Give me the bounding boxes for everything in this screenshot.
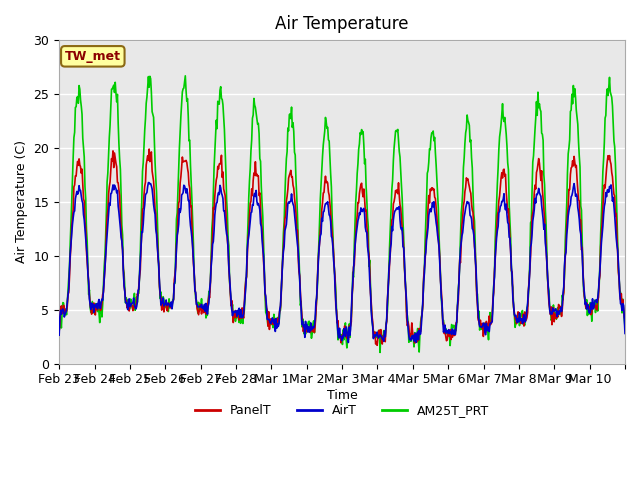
AM25T_PRT	[376, 349, 384, 355]
PanelT	[55, 328, 63, 334]
AM25T_PRT	[227, 289, 234, 295]
PanelT	[227, 290, 234, 296]
PanelT	[373, 342, 381, 348]
AirT	[255, 201, 262, 206]
AM25T_PRT	[402, 290, 410, 296]
PanelT	[255, 173, 262, 179]
Legend: PanelT, AirT, AM25T_PRT: PanelT, AirT, AM25T_PRT	[190, 399, 494, 422]
X-axis label: Time: Time	[326, 389, 358, 402]
AM25T_PRT	[122, 300, 129, 306]
Title: Air Temperature: Air Temperature	[275, 15, 409, 33]
AM25T_PRT	[55, 327, 63, 333]
PanelT	[276, 308, 284, 313]
AirT	[276, 307, 284, 312]
AirT	[344, 340, 352, 346]
PanelT	[145, 146, 153, 152]
AirT	[227, 286, 234, 291]
Text: TW_met: TW_met	[65, 50, 121, 63]
AirT	[122, 300, 129, 305]
AM25T_PRT	[182, 73, 189, 79]
Line: AirT: AirT	[59, 182, 625, 343]
AirT	[145, 180, 152, 185]
PanelT	[122, 297, 129, 303]
AM25T_PRT	[255, 120, 262, 126]
PanelT	[402, 291, 410, 297]
AM25T_PRT	[276, 309, 284, 314]
Y-axis label: Air Temperature (C): Air Temperature (C)	[15, 141, 28, 264]
AM25T_PRT	[621, 324, 629, 330]
PanelT	[434, 227, 442, 233]
Line: PanelT: PanelT	[59, 149, 625, 345]
AirT	[434, 233, 442, 239]
AirT	[621, 331, 629, 336]
Line: AM25T_PRT: AM25T_PRT	[59, 76, 625, 352]
PanelT	[621, 318, 629, 324]
AirT	[402, 288, 410, 294]
AirT	[55, 332, 63, 338]
AM25T_PRT	[434, 192, 442, 197]
